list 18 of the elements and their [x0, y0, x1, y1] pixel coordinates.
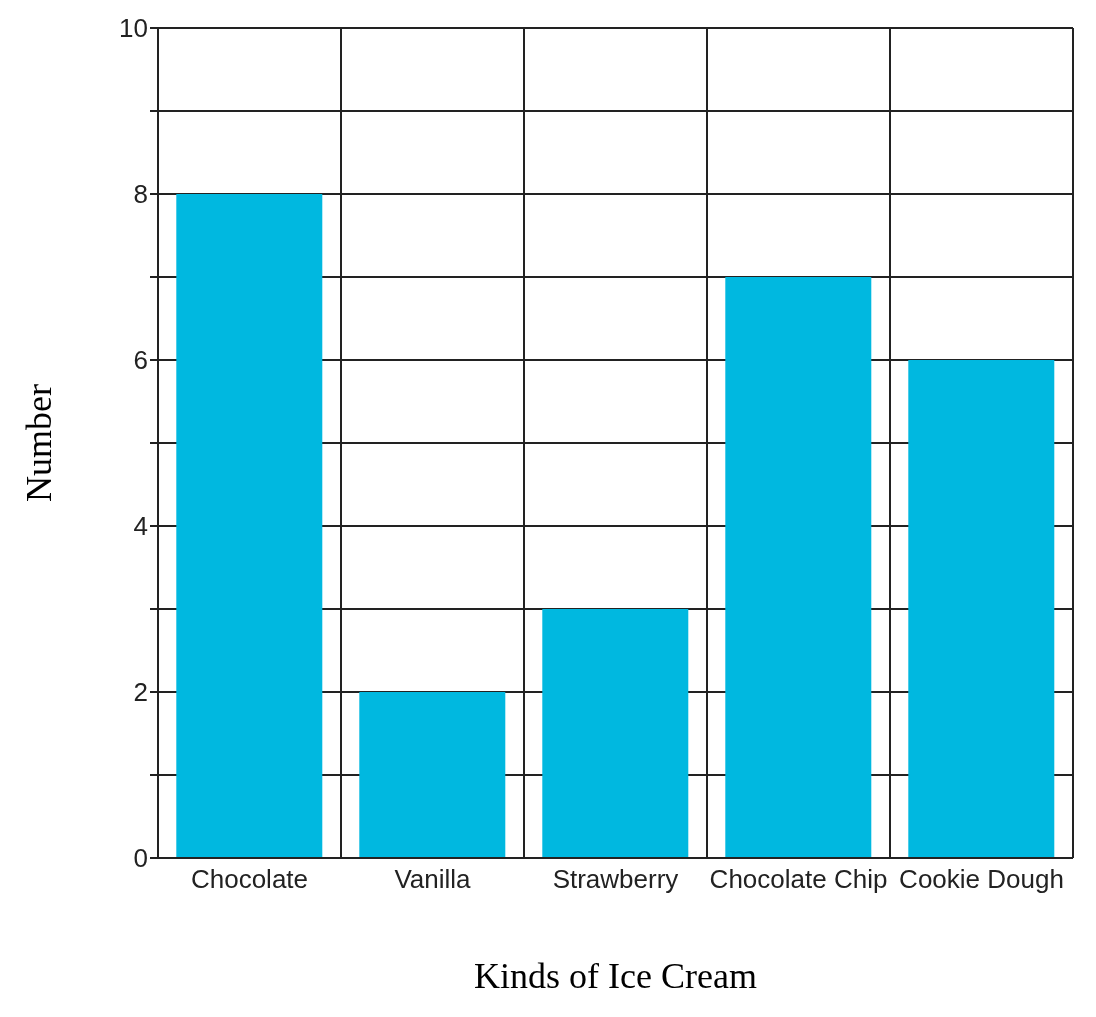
- x-axis-title: Kinds of Ice Cream: [474, 956, 757, 996]
- y-axis-title: Number: [18, 384, 59, 502]
- x-tick-label: Vanilla: [394, 864, 472, 895]
- y-tick-label: 4: [133, 511, 148, 542]
- y-tick-label: 2: [133, 677, 148, 708]
- y-tick-label: 6: [133, 345, 148, 376]
- y-tick-label: 0: [133, 843, 148, 874]
- bar: [908, 360, 1055, 858]
- bar: [725, 277, 872, 858]
- bar: [542, 609, 689, 858]
- x-tick-label: Chocolate Chip: [709, 864, 888, 895]
- x-tick-label: Chocolate: [190, 864, 309, 895]
- x-tick-label: Cookie Dough: [899, 864, 1064, 895]
- bar: [359, 692, 506, 858]
- y-tick-label: 10: [119, 13, 148, 44]
- bar: [176, 194, 323, 858]
- x-tick-label: Strawberry: [552, 864, 679, 895]
- y-tick-label: 8: [133, 179, 148, 210]
